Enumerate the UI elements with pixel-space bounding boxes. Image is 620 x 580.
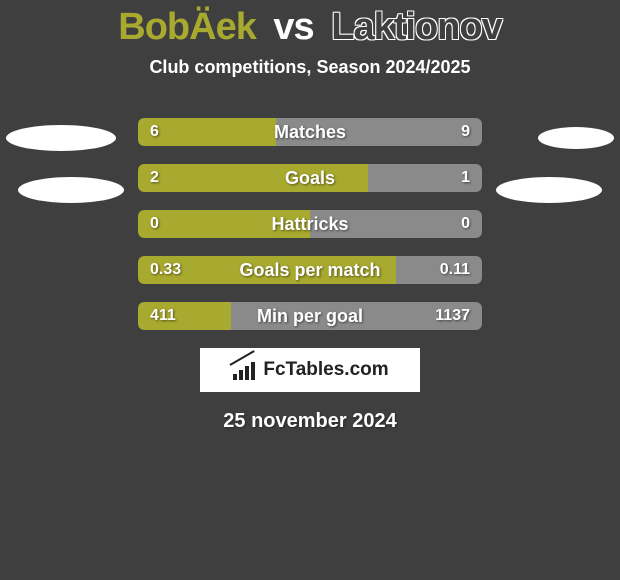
stat-label: Hattricks: [138, 210, 482, 238]
logo-box: FcTables.com: [200, 348, 420, 392]
stat-label: Goals: [138, 164, 482, 192]
decorative-ellipse: [496, 177, 602, 203]
decorative-ellipse: [538, 127, 614, 149]
stat-label: Goals per match: [138, 256, 482, 284]
logo-chart-icon: [231, 360, 257, 380]
title-player1: BobÄek: [118, 6, 256, 48]
stat-row: 0.330.11Goals per match: [138, 256, 482, 284]
stat-row: 4111137Min per goal: [138, 302, 482, 330]
stat-row: 21Goals: [138, 164, 482, 192]
stat-row: 00Hattricks: [138, 210, 482, 238]
comparison-bars: 69Matches 21Goals 00Hattricks 0.330.11Goals…: [138, 118, 482, 330]
title-player2: Laktionov: [331, 6, 501, 48]
page-title: BobÄek vs Laktionov: [0, 0, 620, 49]
date-label: 25 november 2024: [0, 410, 620, 433]
stat-row: 69Matches: [138, 118, 482, 146]
stat-label: Min per goal: [138, 302, 482, 330]
stat-label: Matches: [138, 118, 482, 146]
logo-text: FcTables.com: [263, 359, 388, 381]
subtitle: Club competitions, Season 2024/2025: [0, 57, 620, 78]
decorative-ellipse: [18, 177, 124, 203]
title-vs: vs: [273, 6, 313, 48]
decorative-ellipse: [6, 125, 116, 151]
